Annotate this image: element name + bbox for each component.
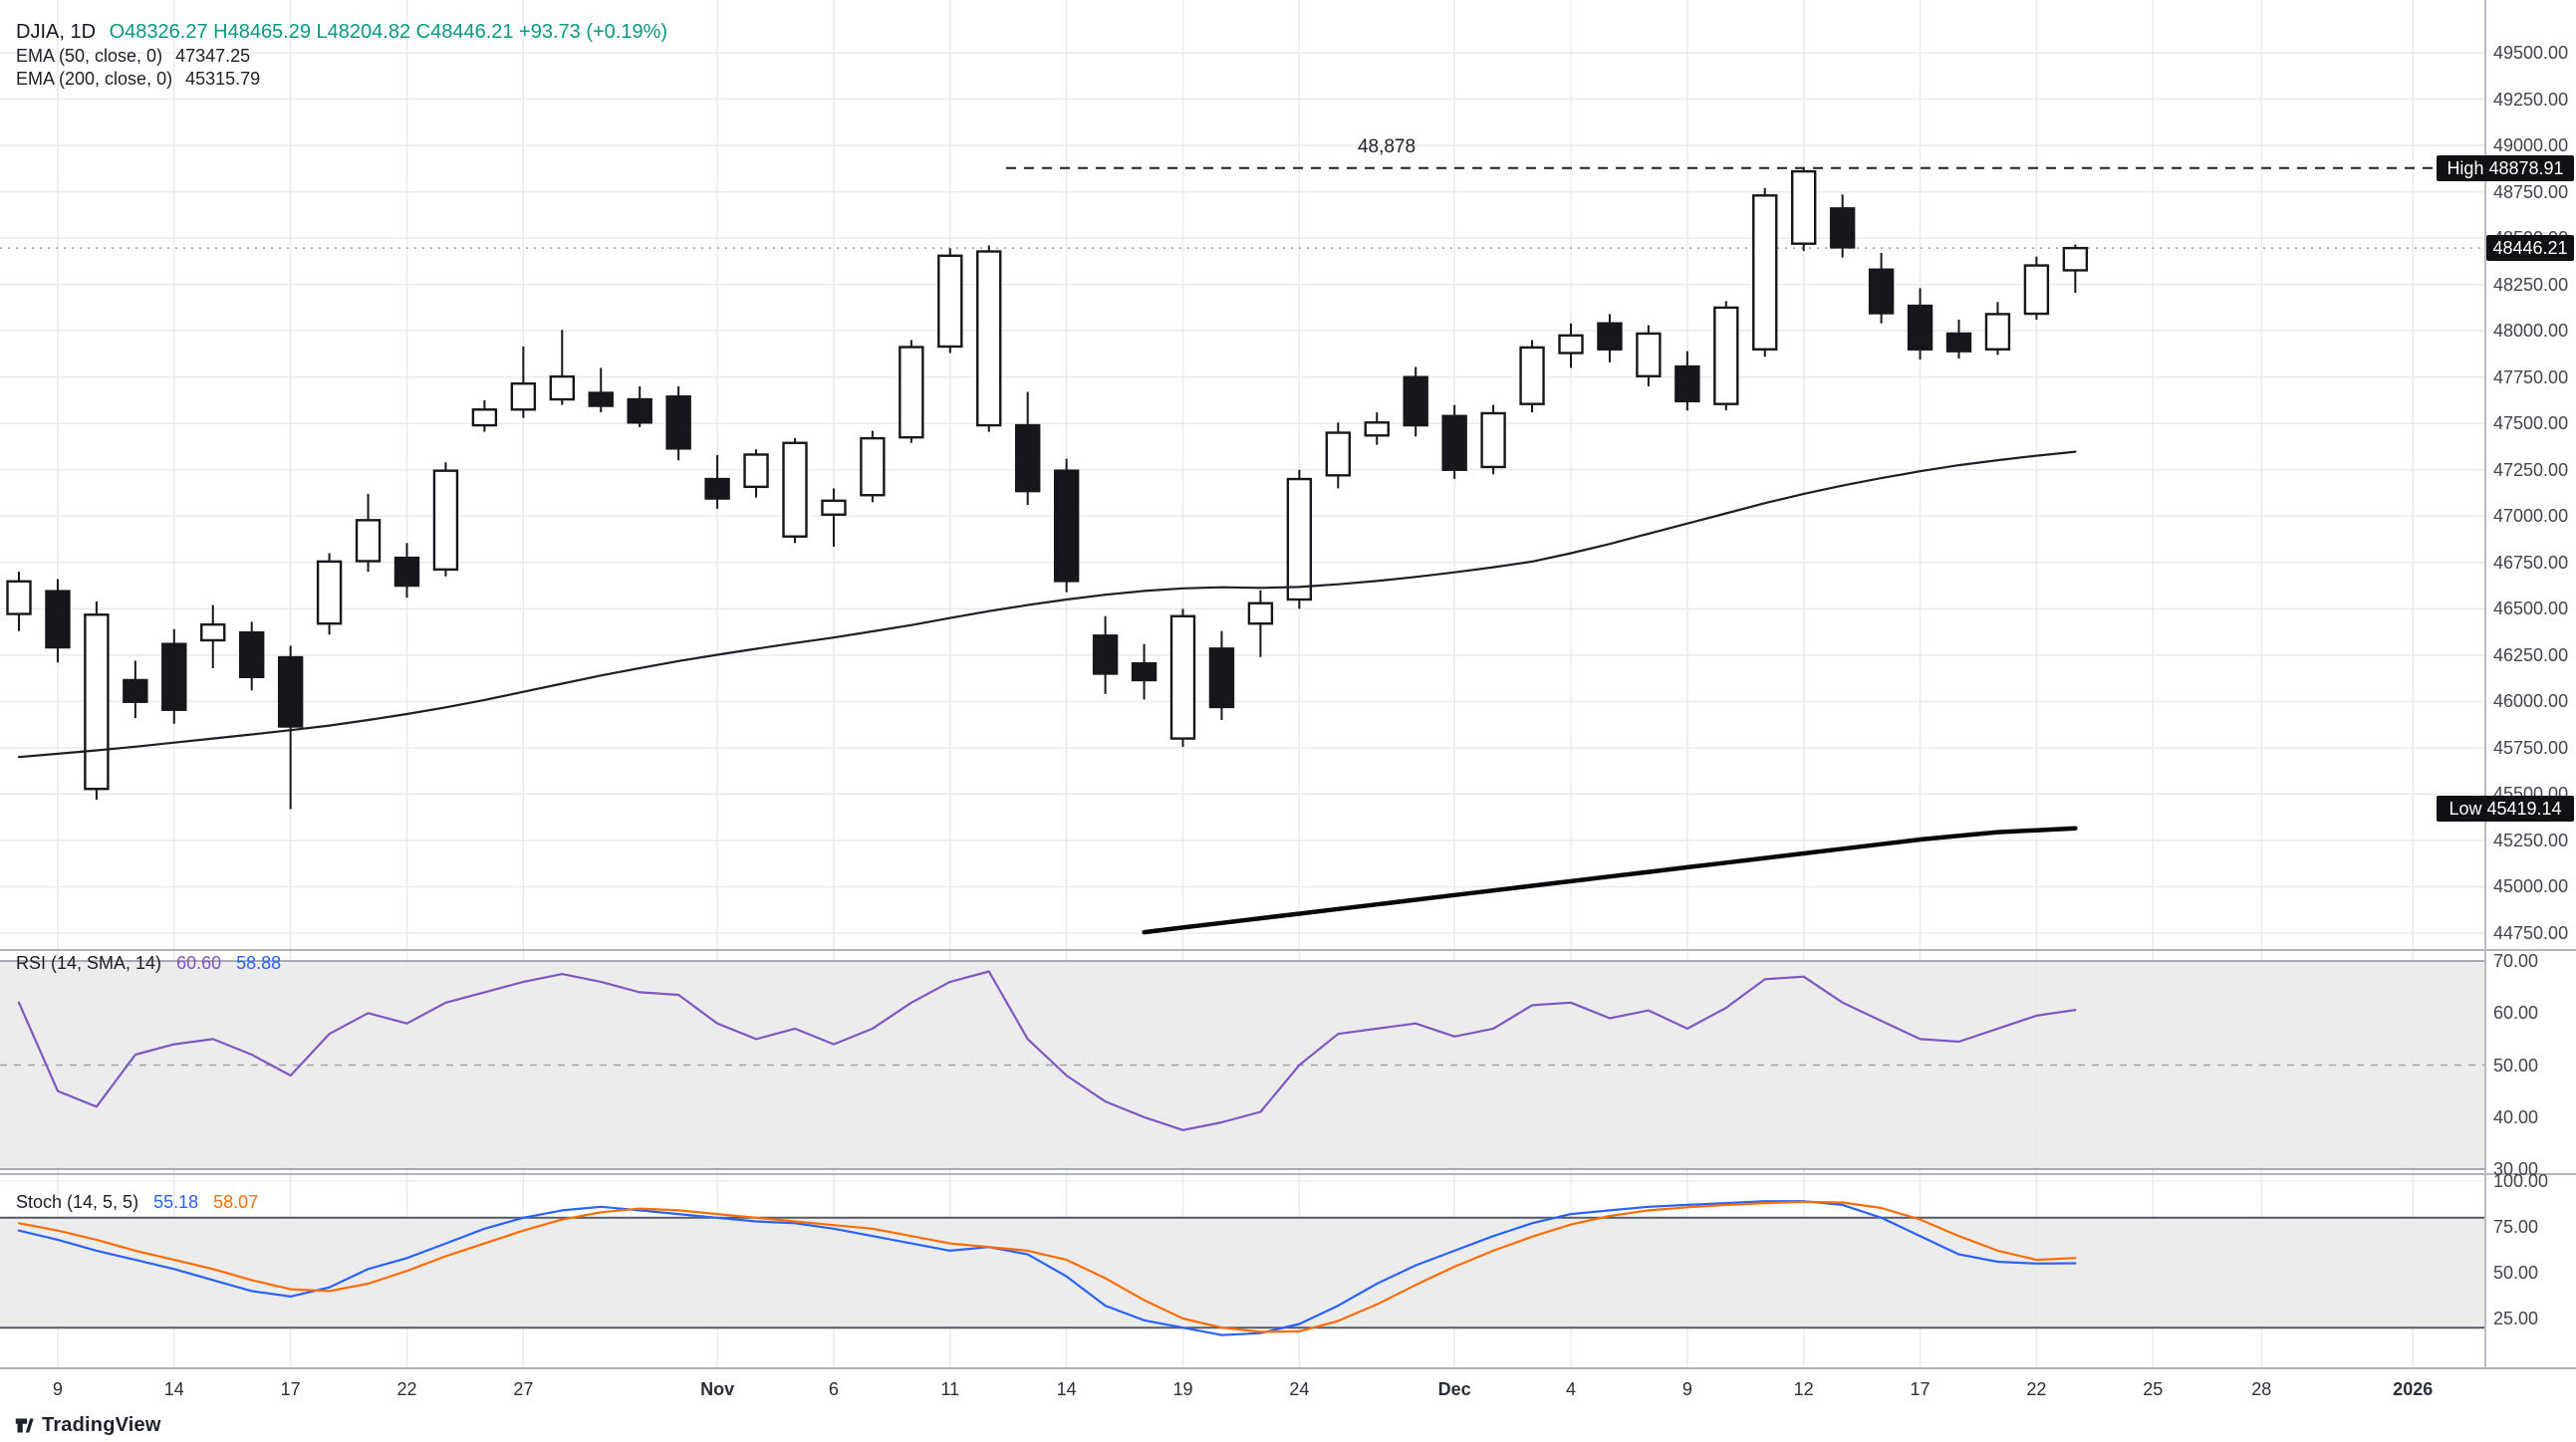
ohlc-values: O48326.27 H48465.29 L48204.82 C48446.21 …	[109, 21, 668, 43]
tradingview-logo[interactable]: TradingView	[14, 1414, 161, 1437]
pane-separator[interactable]	[0, 1367, 2576, 1369]
ema50-legend-value: 47347.25	[175, 46, 251, 66]
price-axis-border	[2484, 0, 2486, 1367]
indicator-lines	[17, 450, 2078, 1336]
main-price-pane[interactable]	[0, 0, 2484, 949]
rsi-line	[17, 970, 2077, 1131]
rsi-legend-label[interactable]: RSI (14, SMA, 14)	[16, 953, 162, 973]
stoch-k-line	[17, 1200, 2077, 1336]
main-legend[interactable]: DJIA, 1D O48326.27 H48465.29 L48204.82 C…	[16, 20, 667, 90]
stoch-d-line	[17, 1200, 2077, 1333]
stoch-d-value: 58.07	[213, 1192, 259, 1212]
tradingview-logo-text: TradingView	[42, 1414, 161, 1436]
rsi-pane[interactable]	[0, 951, 2484, 1174]
chart-canvas[interactable]	[0, 0, 2576, 1368]
symbol-interval-label[interactable]: DJIA, 1D	[16, 21, 97, 43]
rsi-value: 60.60	[176, 953, 222, 973]
pane-separator[interactable]	[0, 949, 2576, 951]
rsi-legend[interactable]: RSI (14, SMA, 14) 60.60 58.88	[16, 952, 281, 974]
ema50-line	[17, 450, 2077, 759]
time-axis[interactable]	[0, 1369, 2576, 1442]
stoch-legend[interactable]: Stoch (14, 5, 5) 55.18 58.07	[16, 1191, 258, 1213]
stoch-pane[interactable]	[0, 1175, 2484, 1367]
rsi-sma-value: 58.88	[236, 953, 282, 973]
level-line-label[interactable]: 48,878	[1357, 135, 1417, 157]
stoch-legend-label[interactable]: Stoch (14, 5, 5)	[16, 1192, 139, 1212]
ema200-line	[1142, 826, 2078, 935]
reference-lines	[0, 166, 2484, 1329]
grid-layer	[0, 0, 2484, 1368]
ema50-legend-label[interactable]: EMA (50, close, 0)	[16, 46, 163, 66]
price-axis[interactable]	[2484, 0, 2576, 1367]
pane-separator[interactable]	[0, 1173, 2576, 1175]
tradingview-logo-icon	[15, 1418, 34, 1433]
candles-layer	[6, 167, 2089, 810]
ema200-legend-value: 45315.79	[185, 69, 261, 89]
ema200-legend-label[interactable]: EMA (200, close, 0)	[16, 69, 173, 89]
stoch-k-value: 55.18	[153, 1192, 199, 1212]
